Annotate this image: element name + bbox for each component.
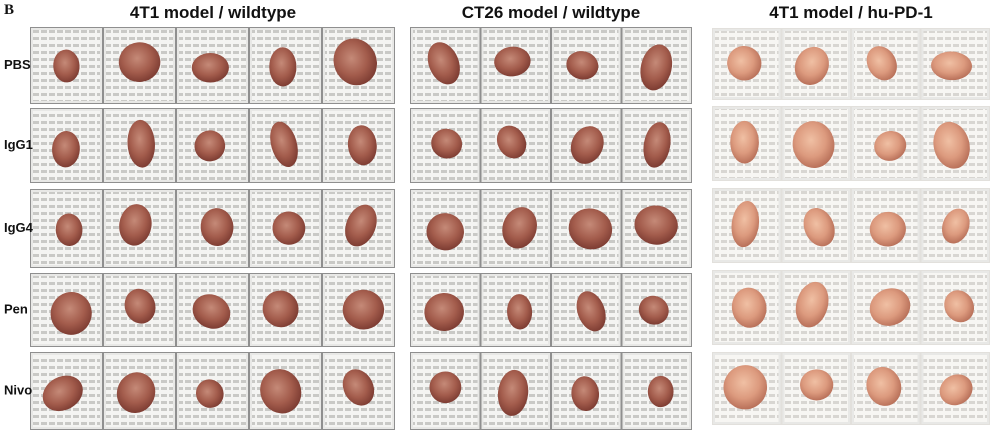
tumor: [502, 207, 537, 249]
tumor: [55, 213, 83, 246]
tumor: [342, 289, 385, 330]
tumor: [792, 121, 835, 168]
tumor: [730, 120, 759, 164]
tumor: [794, 46, 829, 86]
cassette: [713, 29, 781, 99]
tumor: [570, 126, 604, 164]
tumor: [869, 288, 911, 326]
tumor: [124, 288, 156, 324]
tumor: [874, 130, 907, 161]
panel-title: CT26 model / wildtype: [462, 3, 641, 22]
tumor: [931, 51, 973, 81]
tumor: [939, 374, 973, 406]
tumor: [333, 38, 378, 86]
tumor: [194, 130, 226, 162]
tumor: [800, 369, 834, 401]
tumor: [727, 45, 762, 81]
tumor: [127, 119, 155, 168]
cassette: [104, 274, 175, 346]
tumor: [731, 287, 767, 328]
tumor: [269, 47, 297, 87]
tumor: [270, 121, 298, 167]
cassette: [782, 29, 850, 99]
tumor: [576, 291, 606, 332]
tumor: [496, 125, 527, 159]
tumor: [494, 46, 531, 77]
tumor: [191, 52, 229, 83]
panel-label: B: [4, 2, 14, 18]
row-label: IgG4: [4, 220, 34, 235]
row-labels: PBS IgG1 IgG4 Pen Nivo: [4, 57, 34, 398]
tumor: [634, 205, 678, 245]
tumor: [195, 379, 224, 408]
tumor: [647, 375, 674, 408]
panel-title: 4T1 model / wildtype: [130, 3, 296, 22]
tumor: [342, 369, 375, 406]
tumor: [497, 369, 529, 416]
tumor: [431, 128, 463, 159]
tumor: [643, 122, 671, 168]
tumor: [933, 121, 970, 169]
tumor: [192, 294, 231, 329]
tumor: [119, 204, 152, 246]
tumor: [723, 365, 768, 410]
row-label: Nivo: [4, 382, 32, 397]
tumor: [795, 281, 829, 328]
panel-title: 4T1 model / hu-PD-1: [769, 3, 932, 22]
tumor: [272, 211, 306, 245]
tumor: [427, 42, 460, 85]
row-label: IgG1: [4, 137, 33, 152]
cassette: [104, 28, 175, 103]
tumor: [53, 49, 80, 83]
tumor: [426, 213, 464, 251]
tumor: [507, 294, 533, 330]
tumor: [200, 208, 234, 247]
tumor: [944, 290, 975, 323]
tumor: [345, 204, 377, 247]
tumor: [803, 207, 835, 247]
tumor: [52, 130, 80, 168]
tumor: [640, 44, 673, 91]
cassette: [921, 271, 989, 344]
tumor: [118, 42, 161, 83]
tumor: [429, 371, 462, 404]
tumor: [638, 295, 669, 325]
tumor: [116, 372, 156, 414]
tumor: [260, 369, 302, 414]
tumor: [50, 291, 92, 335]
tumor: [424, 292, 464, 332]
tumor: [347, 125, 377, 166]
tumor: [566, 51, 599, 80]
tumor: [869, 211, 906, 247]
tumor: [42, 375, 83, 412]
photo-grid: [30, 27, 990, 430]
tumor: [731, 200, 760, 248]
tumor: [941, 208, 970, 244]
tumor: [262, 290, 299, 328]
tumor: [866, 366, 902, 406]
row-label: Pen: [4, 301, 28, 316]
tumor: [568, 208, 613, 250]
row-label: PBS: [4, 57, 31, 72]
tumor: [866, 46, 897, 81]
tumor: [571, 376, 600, 412]
